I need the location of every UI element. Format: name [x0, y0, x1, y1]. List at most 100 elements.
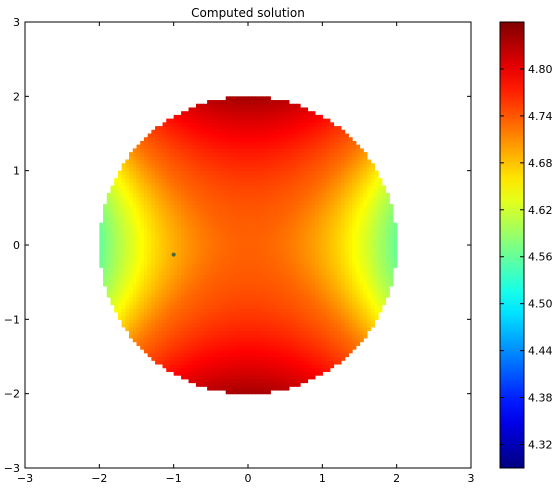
heatmap-cell	[225, 103, 231, 109]
heatmap-cell	[366, 207, 372, 213]
heatmap-cell	[337, 237, 342, 242]
heatmap-cell	[318, 326, 323, 332]
heatmap-cell	[314, 341, 320, 346]
heatmap-cell	[195, 111, 201, 116]
heatmap-cell	[184, 152, 190, 157]
heatmap-cell	[314, 285, 320, 291]
heatmap-cell	[99, 259, 104, 265]
heatmap-cell	[207, 245, 212, 250]
heatmap-cell	[177, 293, 182, 298]
heatmap-cell	[322, 222, 327, 228]
heatmap-cell	[355, 222, 361, 228]
heatmap-cell	[184, 137, 190, 142]
heatmap-cell	[378, 304, 383, 309]
heatmap-cell	[158, 129, 164, 135]
heatmap-cell	[248, 174, 253, 179]
heatmap-cell	[147, 159, 152, 164]
heatmap-cell	[296, 252, 301, 257]
heatmap-cell	[132, 326, 138, 332]
heatmap-cell	[236, 174, 242, 179]
heatmap-cell	[314, 337, 320, 343]
heatmap-cell	[288, 259, 294, 265]
heatmap-cell	[218, 185, 223, 190]
heatmap-cell	[114, 271, 119, 276]
heatmap-cell	[303, 129, 309, 135]
heatmap-cell	[125, 178, 130, 183]
heatmap-cell	[203, 211, 208, 216]
heatmap-cell	[274, 311, 279, 317]
heatmap-cell	[233, 311, 238, 317]
heatmap-cell	[307, 334, 312, 339]
heatmap-cell	[340, 211, 346, 216]
heatmap-cell	[363, 189, 368, 194]
heatmap-cell	[288, 382, 294, 387]
heatmap-cell	[129, 181, 134, 187]
heatmap-cell	[155, 349, 160, 354]
heatmap-cell	[340, 215, 346, 220]
heatmap-cell	[203, 118, 208, 123]
heatmap-cell	[140, 241, 145, 246]
heatmap-cell	[378, 267, 383, 272]
heatmap-cell	[195, 263, 201, 268]
heatmap-cell	[151, 289, 156, 294]
heatmap-cell	[288, 274, 294, 280]
heatmap-cell	[259, 129, 264, 135]
heatmap-cell	[277, 315, 283, 320]
heatmap-cell	[248, 159, 253, 164]
heatmap-cell	[236, 315, 242, 320]
heatmap-cell	[303, 278, 309, 283]
heatmap-cell	[296, 207, 301, 213]
heatmap-cell	[203, 192, 208, 198]
heatmap-cell	[106, 278, 112, 283]
heatmap-cell	[207, 137, 212, 142]
heatmap-cell	[229, 267, 234, 272]
heatmap-cell	[266, 282, 271, 287]
heatmap-cell	[281, 267, 286, 272]
heatmap-cell	[300, 356, 305, 361]
heatmap-cell	[240, 345, 245, 350]
heatmap-cell	[318, 319, 323, 324]
heatmap-cell	[285, 334, 290, 339]
heatmap-cell	[155, 204, 160, 209]
heatmap-cell	[233, 96, 238, 101]
heatmap-cell	[340, 237, 346, 242]
heatmap-cell	[255, 326, 260, 332]
heatmap-cell	[251, 334, 257, 339]
heatmap-cell	[374, 263, 379, 268]
heatmap-cell	[140, 170, 145, 175]
heatmap-cell	[199, 181, 204, 187]
heatmap-cell	[333, 129, 338, 135]
heatmap-cell	[285, 144, 290, 149]
heatmap-cell	[106, 230, 112, 235]
heatmap-cell	[143, 185, 149, 190]
heatmap-cell	[132, 189, 138, 194]
heatmap-cell	[288, 114, 294, 120]
heatmap-cell	[136, 189, 141, 194]
heatmap-cell	[244, 166, 249, 172]
heatmap-cell	[288, 126, 294, 131]
heatmap-cell	[337, 300, 342, 306]
heatmap-cell	[270, 155, 275, 161]
heatmap-cell	[318, 363, 323, 369]
heatmap-cell	[173, 204, 178, 209]
heatmap-cell	[169, 341, 175, 346]
heatmap-cell	[162, 252, 167, 257]
heatmap-cell	[307, 152, 312, 157]
heatmap-cell	[326, 263, 331, 268]
heatmap-cell	[266, 371, 271, 376]
heatmap-cell	[303, 122, 309, 127]
heatmap-cell	[169, 233, 175, 239]
heatmap-cell	[103, 271, 108, 276]
heatmap-cell	[195, 360, 201, 365]
heatmap-cell	[255, 137, 260, 142]
heatmap-cell	[229, 140, 234, 146]
heatmap-cell	[169, 170, 175, 175]
heatmap-cell	[311, 133, 316, 138]
heatmap-cell	[366, 285, 372, 291]
heatmap-cell	[166, 133, 171, 138]
heatmap-cell	[203, 107, 208, 112]
heatmap-cell	[366, 274, 372, 280]
heatmap-cell	[333, 174, 338, 179]
heatmap-cell	[166, 152, 171, 157]
heatmap-cell	[281, 100, 286, 105]
